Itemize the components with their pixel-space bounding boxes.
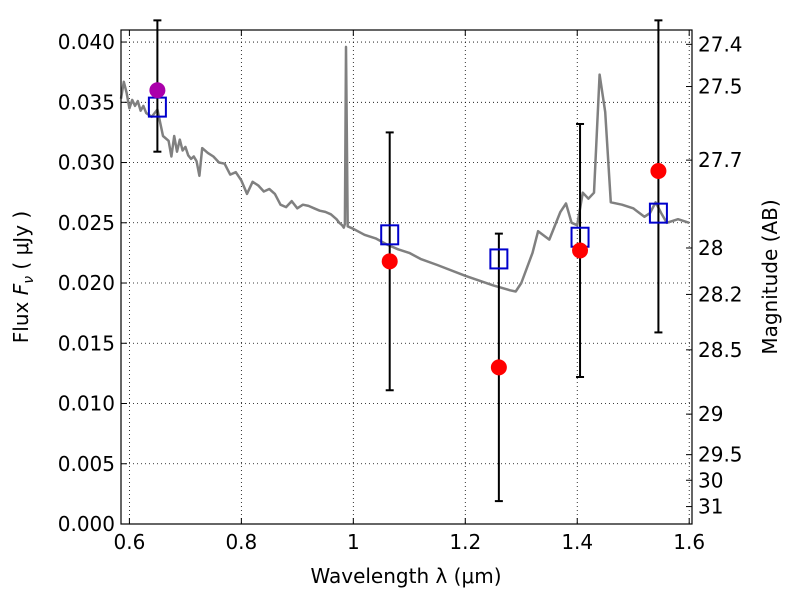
x-tick-label: 1	[347, 530, 360, 554]
y2-tick-label: 29.5	[698, 443, 743, 467]
y2-tick-label: 30	[698, 468, 723, 492]
y2-tick-label: 29	[698, 402, 723, 426]
y2-axis-label: Magnitude (AB)	[758, 199, 782, 354]
y2-tick-label: 27.5	[698, 75, 743, 99]
model-sed-line	[119, 45, 690, 293]
observed-point	[650, 162, 667, 179]
model-box-marker	[648, 202, 668, 224]
y2-tick-label: 27.4	[698, 32, 743, 56]
y-tick-labels: 0.000 0.005 0.010 0.015 0.020 0.025 0.030 0.035…	[58, 30, 115, 536]
x-tick-labels: 0.6 0.8 1 1.2 1.4 1.6	[113, 530, 705, 554]
y-tick-label: 0.035	[58, 90, 115, 114]
axis-ticks	[121, 30, 692, 525]
y-tick-label: 0.020	[58, 271, 115, 295]
x-tick-label: 1.6	[673, 530, 705, 554]
y-tick-label: 0.005	[58, 452, 115, 476]
y-tick-label: 0.030	[58, 151, 115, 175]
x-tick-label: 0.6	[113, 530, 145, 554]
observed-points	[149, 82, 667, 376]
y2-tick-label: 31	[698, 495, 723, 519]
optical-point	[149, 82, 166, 99]
y2-tick-label: 28.2	[698, 282, 743, 306]
y-tick-label: 0.025	[58, 211, 115, 235]
model-box-marker	[489, 248, 509, 270]
y-tick-label: 0.015	[58, 331, 115, 355]
model-box-marker	[380, 224, 400, 246]
x-axis-label: Wavelength λ (μm)	[310, 564, 501, 588]
grid	[121, 30, 692, 525]
y2-tick-label: 27.7	[698, 148, 743, 172]
plot-frame	[120, 29, 693, 525]
y-axis-label: Flux Fν ( μJy )	[9, 211, 37, 343]
observed-point	[490, 359, 507, 376]
model-box-markers	[147, 96, 668, 270]
x-tick-label: 0.8	[225, 530, 257, 554]
y-tick-label: 0.040	[58, 30, 115, 54]
observed-point	[381, 253, 398, 270]
observed-point	[572, 242, 589, 259]
error-bars	[153, 19, 663, 503]
y2-tick-label: 28.5	[698, 338, 743, 362]
model-sed-series	[119, 45, 690, 293]
x-tick-label: 1.2	[449, 530, 481, 554]
x-tick-label: 1.4	[561, 530, 593, 554]
y-tick-label: 0.010	[58, 392, 115, 416]
y2-tick-labels: 27.4 27.5 27.7 28 28.2 28.5 29 29.530 31	[698, 32, 743, 518]
y-tick-label: 0.000	[58, 512, 115, 536]
y2-tick-label: 28	[698, 236, 723, 260]
